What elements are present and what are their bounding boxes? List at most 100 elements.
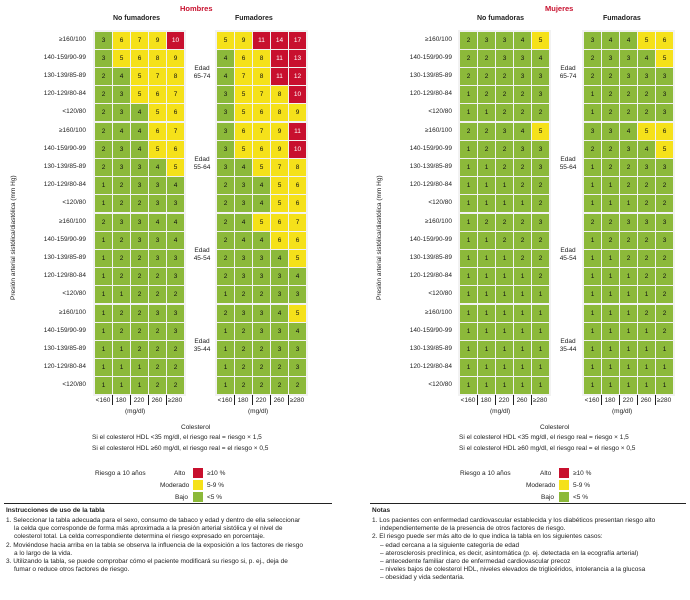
men-risk-cell: 1 — [95, 323, 112, 340]
instructions-line: 1. Seleccionar la tabla adecuada para el… — [6, 517, 301, 524]
women-risk-cell: 3 — [638, 159, 655, 176]
women-risk-cell: 2 — [532, 250, 549, 267]
men-bp-label: 140-159/90-99 — [43, 145, 86, 152]
women-risk-cell: 2 — [496, 214, 513, 231]
women-age-label: Edad 55-64 — [559, 156, 577, 171]
men-risk-cell: 9 — [271, 141, 288, 158]
men-risk-cell: 2 — [253, 377, 270, 394]
women-risk-cell: 3 — [602, 123, 619, 140]
men-risk-cell: 11 — [289, 123, 306, 140]
men-risk-cell: 1 — [217, 286, 234, 303]
men-risk-cell: 2 — [235, 341, 252, 358]
women-risk-cell: 6 — [656, 32, 673, 49]
women-bp-label: <120/80 — [428, 381, 452, 388]
men-risk-cell: 3 — [253, 268, 270, 285]
legend-high-label: Alto — [174, 470, 186, 477]
men-risk-cell: 2 — [113, 195, 130, 212]
women-risk-cell: 1 — [478, 323, 495, 340]
women-risk-cell: 2 — [496, 86, 513, 103]
instructions-line: fumar o reduce otros factores de riesgo. — [14, 566, 130, 574]
men-risk-cell: 3 — [271, 323, 288, 340]
men-risk-cell: 8 — [253, 50, 270, 67]
women-risk-cell: 1 — [602, 177, 619, 194]
men-risk-cell: 2 — [149, 268, 166, 285]
women-chol-tick: 260 — [640, 397, 652, 404]
men-risk-cell: 1 — [217, 359, 234, 376]
men-risk-cell: 9 — [235, 32, 252, 49]
men-risk-cell: 1 — [95, 177, 112, 194]
men-risk-cell: 6 — [271, 214, 288, 231]
men-risk-cell: 17 — [289, 32, 306, 49]
men-risk-cell: 3 — [167, 250, 184, 267]
women-risk-cell: 2 — [478, 68, 495, 85]
men-risk-cell: 4 — [131, 123, 148, 140]
men-bp-label: ≥160/100 — [58, 36, 86, 43]
women-bp-label: 140-159/90-99 — [409, 236, 452, 243]
instructions-line: 2. Moviéndose hacia arriba en la tabla s… — [6, 541, 304, 549]
men-risk-cell: 1 — [95, 286, 112, 303]
men-risk-cell: 4 — [217, 68, 234, 85]
women-risk-cell: 1 — [584, 159, 601, 176]
women-risk-cell: 1 — [478, 177, 495, 194]
women-risk-cell: 1 — [460, 86, 477, 103]
men-bp-label: <120/80 — [62, 199, 86, 206]
women-age-label: Edad 65-74 — [559, 65, 577, 80]
notes-line: – niveles bajos de colesterol HDL, nivel… — [380, 566, 646, 574]
women-risk-cell: 2 — [532, 104, 549, 121]
women-risk-cell: 2 — [638, 104, 655, 121]
men-risk-cell: 5 — [235, 86, 252, 103]
women-risk-cell: 1 — [532, 341, 549, 358]
men-risk-cell: 8 — [271, 86, 288, 103]
women-risk-cell: 1 — [514, 286, 531, 303]
women-bp-label: ≥160/100 — [424, 309, 452, 316]
men-risk-cell: 1 — [95, 359, 112, 376]
men-risk-cell: 5 — [271, 195, 288, 212]
women-risk-cell: 2 — [638, 250, 655, 267]
men-risk-cell: 4 — [271, 250, 288, 267]
men-risk-cell: 3 — [253, 305, 270, 322]
women-tick-separator — [477, 395, 478, 405]
men-risk-cell: 7 — [289, 214, 306, 231]
women-risk-cell: 3 — [532, 141, 549, 158]
women-risk-cell: 1 — [584, 341, 601, 358]
men-bp-label: 120-129/80-84 — [43, 181, 86, 188]
women-risk-cell: 2 — [620, 86, 637, 103]
men-x-axis-label: Colesterol — [181, 424, 211, 431]
men-risk-cell: 3 — [131, 232, 148, 249]
men-risk-cell: 1 — [217, 341, 234, 358]
women-chol-tick: ≥280 — [532, 397, 548, 404]
women-risk-cell: 5 — [656, 50, 673, 67]
men-bp-label: ≥160/100 — [58, 127, 86, 134]
men-risk-cell: 3 — [235, 305, 252, 322]
men-risk-cell: 7 — [253, 123, 270, 140]
men-risk-cell: 5 — [271, 177, 288, 194]
women-risk-cell: 2 — [638, 305, 655, 322]
men-risk-cell: 1 — [217, 377, 234, 394]
women-risk-cell: 2 — [656, 195, 673, 212]
women-risk-cell: 1 — [602, 341, 619, 358]
women-risk-cell: 2 — [656, 268, 673, 285]
men-bp-label: 140-159/90-99 — [43, 236, 86, 243]
men-risk-cell: 1 — [95, 305, 112, 322]
men-risk-cell: 2 — [217, 214, 234, 231]
men-risk-cell: 2 — [95, 141, 112, 158]
men-risk-cell: 2 — [235, 286, 252, 303]
legend-mid-swatch — [193, 480, 203, 490]
men-risk-cell: 2 — [235, 323, 252, 340]
women-risk-cell: 1 — [602, 268, 619, 285]
women-risk-cell: 2 — [514, 250, 531, 267]
men-risk-cell: 7 — [271, 159, 288, 176]
men-bp-label: 120-129/80-84 — [43, 90, 86, 97]
men-risk-cell: 3 — [289, 286, 306, 303]
men-chol-tick: 180 — [115, 397, 127, 404]
women-bp-label: <120/80 — [428, 199, 452, 206]
women-risk-cell: 2 — [478, 141, 495, 158]
notes-rule — [370, 503, 686, 504]
men-risk-cell: 3 — [253, 250, 270, 267]
women-risk-cell: 1 — [602, 359, 619, 376]
women-bp-label: ≥160/100 — [424, 36, 452, 43]
women-risk-cell: 1 — [602, 305, 619, 322]
men-risk-cell: 5 — [253, 214, 270, 231]
women-risk-cell: 3 — [496, 50, 513, 67]
men-risk-cell: 2 — [113, 305, 130, 322]
